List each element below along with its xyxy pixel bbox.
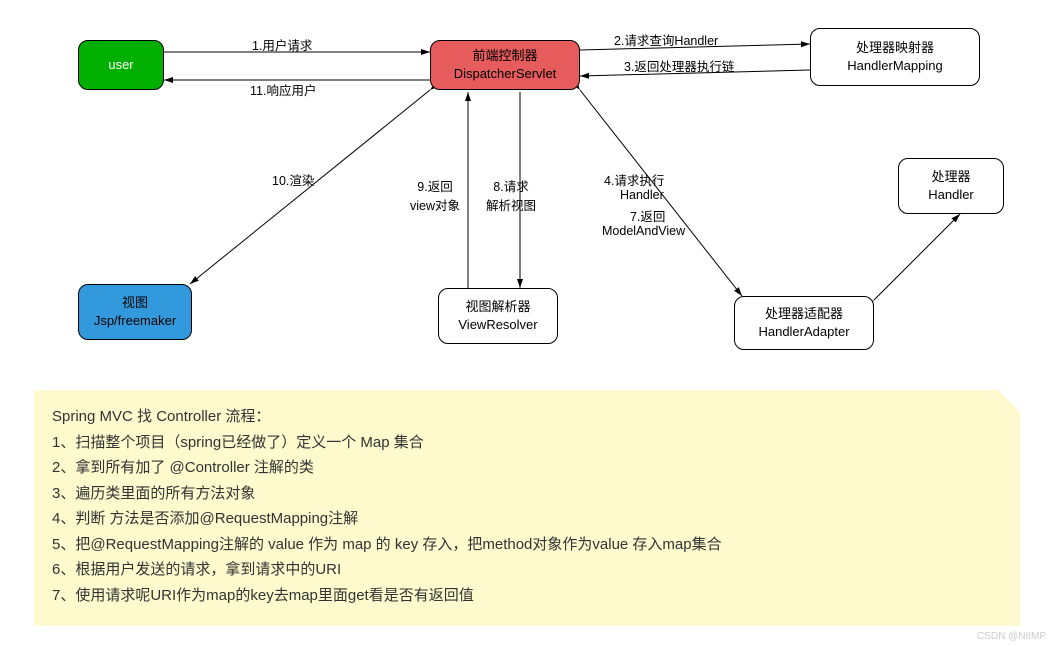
node-dispatcher-label2: DispatcherServlet (454, 65, 557, 83)
node-view-label1: 视图 (122, 294, 148, 312)
node-view: 视图 Jsp/freemaker (78, 284, 192, 340)
node-handler-label2: Handler (928, 186, 974, 204)
node-dispatcher: 前端控制器 DispatcherServlet (430, 40, 580, 90)
node-mapping-label1: 处理器映射器 (856, 39, 934, 57)
node-mapping-label2: HandlerMapping (847, 57, 942, 75)
edge-label-7b: ModelAndView (602, 224, 685, 238)
node-handler: 处理器 Handler (898, 158, 1004, 214)
node-view-resolver: 视图解析器 ViewResolver (438, 288, 558, 344)
edge-label-3: 3.返回处理器执行链 (624, 56, 734, 75)
node-resolver-label1: 视图解析器 (465, 298, 530, 316)
note-line-5: 5、把@RequestMapping注解的 value 作为 map 的 key… (52, 532, 1002, 558)
edge-label-11: 11.响应用户 (250, 80, 316, 99)
note-line-2: 2、拿到所有加了 @Controller 注解的类 (52, 455, 1002, 481)
watermark: CSDN @NIIMP (977, 631, 1046, 642)
node-handler-adapter: 处理器适配器 HandlerAdapter (734, 296, 874, 350)
node-user: user (78, 40, 164, 90)
node-adapter-label2: HandlerAdapter (758, 323, 849, 341)
edge-label-4b: Handler (620, 188, 664, 202)
note-line-4: 4、判断 方法是否添加@RequestMapping注解 (52, 506, 1002, 532)
node-adapter-label1: 处理器适配器 (765, 305, 843, 323)
edge-label-9: 9.返回 view对象 (410, 176, 460, 214)
edge-label-7a: 7.返回 (630, 206, 665, 225)
edge-label-1: 1.用户请求 (252, 35, 312, 54)
node-dispatcher-label1: 前端控制器 (472, 47, 537, 65)
edge-label-2: 2.请求查询Handler (614, 30, 718, 49)
note-title: Spring MVC 找 Controller 流程： (52, 404, 1002, 430)
note-line-7: 7、使用请求呢URI作为map的key去map里面get看是否有返回值 (52, 583, 1002, 609)
node-user-label: user (108, 56, 133, 74)
node-view-label2: Jsp/freemaker (94, 312, 176, 330)
note-panel: Spring MVC 找 Controller 流程： 1、扫描整个项目（spr… (34, 390, 1020, 626)
edge-label-10: 10.渲染 (272, 170, 314, 189)
note-line-6: 6、根据用户发送的请求，拿到请求中的URI (52, 557, 1002, 583)
diagram-canvas: user 前端控制器 DispatcherServlet 处理器映射器 Hand… (0, 0, 1054, 370)
node-resolver-label2: ViewResolver (458, 316, 537, 334)
edge-label-4a: 4.请求执行 (604, 170, 664, 189)
node-handler-mapping: 处理器映射器 HandlerMapping (810, 28, 980, 86)
note-line-3: 3、遍历类里面的所有方法对象 (52, 481, 1002, 507)
edge-label-8: 8.请求 解析视图 (486, 176, 536, 214)
note-line-1: 1、扫描整个项目（spring已经做了）定义一个 Map 集合 (52, 430, 1002, 456)
node-handler-label1: 处理器 (931, 168, 970, 186)
